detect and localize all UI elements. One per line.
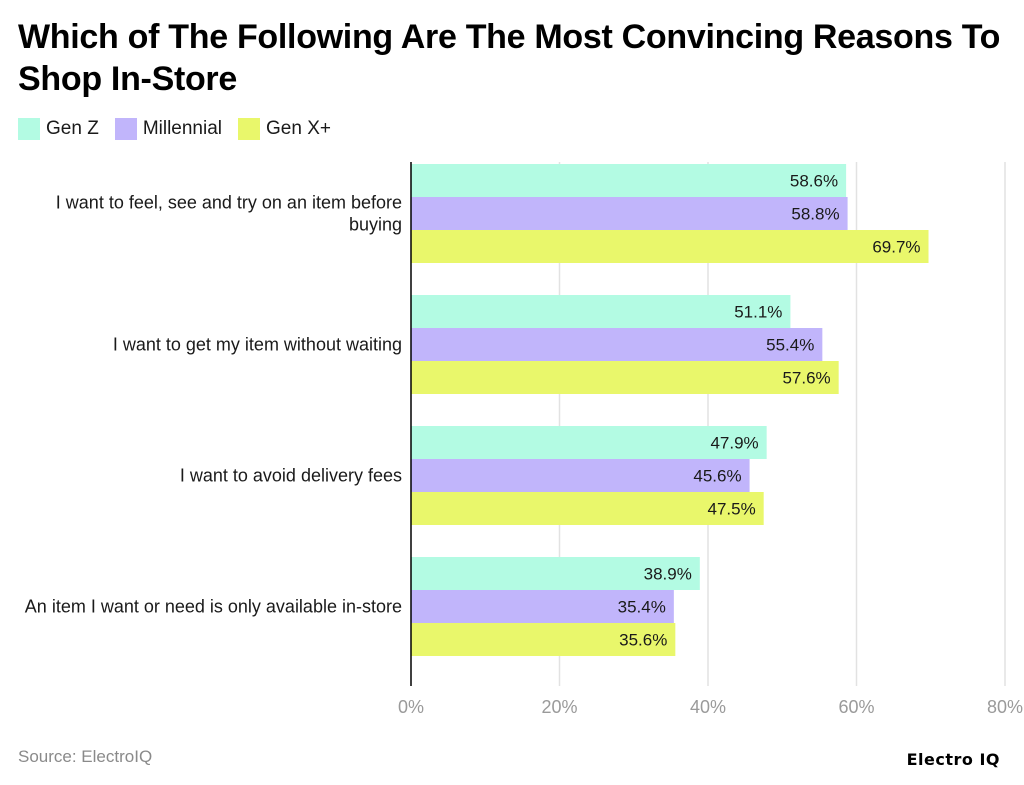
bar <box>411 557 700 590</box>
legend-item: Gen Z <box>18 118 99 140</box>
bar <box>411 197 848 230</box>
bar-value-label: 47.9% <box>710 434 758 453</box>
bar-value-label: 38.9% <box>644 565 692 584</box>
bar-value-label: 45.6% <box>693 467 741 486</box>
bar <box>411 328 823 361</box>
bar-value-label: 58.8% <box>791 205 839 224</box>
x-tick-label: 80% <box>987 697 1023 717</box>
bar-value-label: 35.6% <box>619 631 667 650</box>
bar-value-label: 55.4% <box>766 336 814 355</box>
chart-title: Which of The Following Are The Most Conv… <box>18 18 1001 98</box>
x-tick-label: 20% <box>541 697 577 717</box>
bar <box>411 459 750 492</box>
category-label: I want to feel, see and try on an item b… <box>56 193 402 235</box>
bar-value-label: 57.6% <box>782 369 830 388</box>
legend-item: Gen X+ <box>238 118 331 140</box>
bar-value-label: 51.1% <box>734 303 782 322</box>
bar-chart: 0% 20% 40% 60% 80% 58.6% 58.8% 69.7% I want to f… <box>25 162 1023 717</box>
legend-swatch <box>18 118 40 140</box>
bar <box>411 361 839 394</box>
bar <box>411 590 674 623</box>
source-note: Source: ElectroIQ <box>18 747 153 766</box>
legend-label: Gen X+ <box>266 118 331 139</box>
bar <box>411 230 929 263</box>
legend-item: Millennial <box>114 118 223 140</box>
bar-value-label: 69.7% <box>872 238 920 257</box>
legend: Gen Z Millennial Gen X+ <box>18 118 347 140</box>
bar-value-label: 58.6% <box>790 172 838 191</box>
x-tick-label: 0% <box>398 697 424 717</box>
bar <box>411 164 847 197</box>
bar-value-label: 35.4% <box>618 598 666 617</box>
bar <box>411 295 791 328</box>
bar <box>411 492 764 525</box>
category-label: An item I want or need is only available… <box>25 597 402 617</box>
category-label: I want to get my item without waiting <box>113 335 402 355</box>
category-label: I want to avoid delivery fees <box>180 466 402 486</box>
bar-value-label: 47.5% <box>707 500 755 519</box>
legend-label: Millennial <box>142 118 223 139</box>
legend-swatch <box>114 118 137 140</box>
brand-logo: Electro IQ <box>906 750 1000 769</box>
x-tick-label: 60% <box>838 697 874 717</box>
x-tick-label: 40% <box>690 697 726 717</box>
legend-label: Gen Z <box>46 118 99 139</box>
bar <box>411 623 676 656</box>
legend-swatch <box>238 118 261 140</box>
bar <box>411 426 767 459</box>
